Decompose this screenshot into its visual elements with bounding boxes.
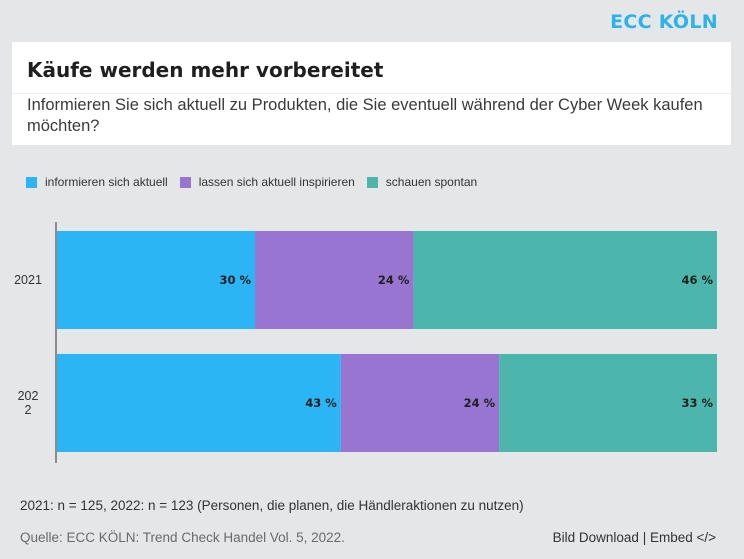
legend-item[interactable]: informieren sich aktuell — [26, 175, 168, 189]
chart-title: Käufe werden mehr vorbereitet — [27, 58, 384, 82]
category-label: 2021 — [14, 273, 42, 287]
chart-subtitle: Informieren Sie sich aktuell zu Produkte… — [27, 96, 703, 135]
legend-swatch — [26, 176, 37, 188]
data-label: 24 % — [378, 273, 410, 287]
legend-swatch — [366, 176, 378, 188]
legend-item[interactable]: schauen spontan — [366, 175, 478, 189]
title-divider — [12, 93, 731, 94]
sample-size-note: 2021: n = 125, 2022: n = 123 (Personen, … — [20, 498, 524, 513]
bar-segment[interactable] — [499, 354, 717, 452]
legend-label: schauen spontan — [385, 175, 478, 189]
data-label: 43 % — [305, 396, 337, 410]
legend-label: informieren sich aktuell — [45, 175, 168, 189]
title-box: Käufe werden mehr vorbereitet Informiere… — [12, 42, 731, 145]
legend-swatch — [179, 176, 191, 188]
bar-segment[interactable] — [255, 231, 414, 329]
data-label: 46 % — [681, 273, 713, 287]
footer-links: Bild Download | Embed </> — [553, 530, 716, 545]
data-label: 33 % — [681, 396, 713, 410]
legend-item[interactable]: lassen sich aktuell inspirieren — [179, 175, 355, 189]
legend: informieren sich aktuell lassen sich akt… — [26, 175, 489, 189]
data-label: 24 % — [464, 396, 496, 410]
legend-label: lassen sich aktuell inspirieren — [198, 175, 355, 189]
category-label: 202 2 — [18, 389, 39, 417]
bild-download-link[interactable]: Bild Download — [552, 530, 639, 545]
bar-segment[interactable] — [413, 231, 717, 329]
source-text: Quelle: ECC KÖLN: Trend Check Handel Vol… — [20, 530, 345, 545]
link-separator: | — [638, 530, 650, 545]
data-label: 30 % — [219, 273, 251, 287]
brand-logo: ECC KÖLN — [610, 11, 718, 33]
embed-link[interactable]: Embed </> — [649, 530, 716, 545]
bar-segment[interactable] — [57, 231, 255, 329]
bar-segment[interactable] — [57, 354, 341, 452]
bar-segment[interactable] — [340, 354, 500, 452]
